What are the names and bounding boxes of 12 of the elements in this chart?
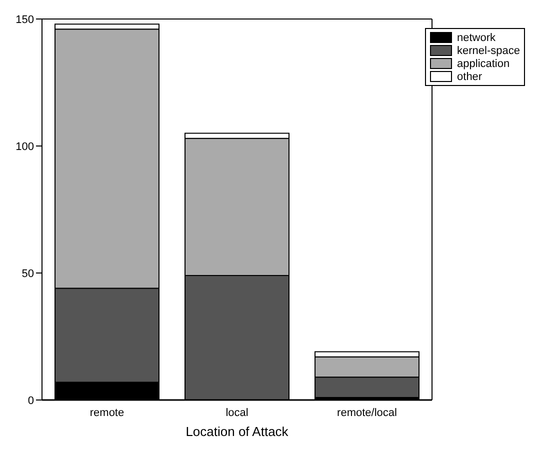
legend-label: network	[457, 32, 496, 44]
legend-label: kernel-space	[457, 44, 520, 56]
y-tick-label: 150	[16, 14, 34, 26]
y-tick-label: 50	[22, 268, 34, 280]
legend-label: other	[457, 70, 482, 82]
x-tick-label: local	[226, 406, 248, 419]
x-tick-label: remote/local	[337, 406, 397, 419]
y-tick-label: 0	[28, 394, 34, 407]
x-tick-label: remote	[90, 406, 124, 419]
x-axis-title: Location of Attack	[186, 424, 289, 439]
legend-label: application	[457, 58, 510, 70]
y-tick-label: 100	[16, 140, 34, 153]
